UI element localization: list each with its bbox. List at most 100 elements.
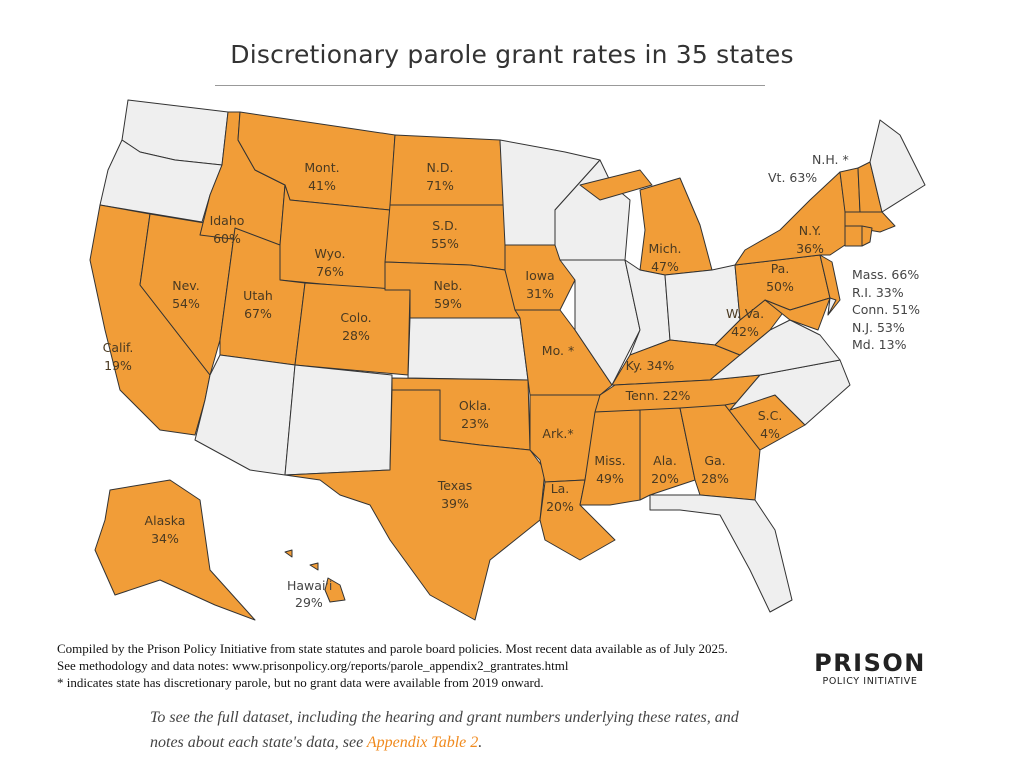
state-label-ms: Miss. 49% bbox=[594, 453, 625, 486]
grant-rate: 20% bbox=[546, 499, 574, 514]
prison-policy-logo: PRISON POLICY INITIATIVE bbox=[814, 650, 926, 687]
grant-rate: 36% bbox=[796, 241, 824, 256]
state-label-tx: Texas 39% bbox=[437, 478, 473, 511]
state-label-ok: Okla. 23% bbox=[459, 398, 491, 431]
note-methodology: See methodology and data notes: www.pris… bbox=[57, 658, 569, 673]
grant-rate: 71% bbox=[426, 178, 454, 193]
state-miu bbox=[579, 169, 653, 201]
grant-rate: 41% bbox=[308, 178, 336, 193]
state-name: Alaska bbox=[145, 513, 186, 528]
cta-line2: notes about each state's data, see bbox=[150, 734, 367, 751]
label-hawaii-rate: 29% bbox=[295, 595, 323, 610]
state-name: W. Va. bbox=[726, 306, 764, 321]
state-ri bbox=[861, 225, 873, 247]
state-label-co: Colo. 28% bbox=[340, 310, 371, 343]
appendix-table-link[interactable]: Appendix Table 2 bbox=[366, 734, 479, 751]
dataset-callout: To see the full dataset, including the h… bbox=[150, 705, 739, 755]
grant-rate: 20% bbox=[651, 471, 679, 486]
grant-rate: 59% bbox=[434, 296, 462, 311]
state-label-wv: W. Va. 42% bbox=[726, 306, 764, 339]
state-label-mt: Mont. 41% bbox=[304, 160, 339, 193]
state-name: Idaho bbox=[210, 213, 245, 228]
grant-rate: 23% bbox=[461, 416, 489, 431]
state-hi bbox=[309, 562, 319, 571]
state-label-nv: Nev. 54% bbox=[172, 278, 200, 311]
state-name: Nev. bbox=[172, 278, 199, 293]
label-ri: R.I. 33% bbox=[852, 284, 904, 300]
state-label-ar: Ark.* bbox=[542, 426, 573, 441]
state-label-ca: Calif. 19% bbox=[103, 340, 134, 373]
state-ny bbox=[734, 171, 846, 266]
label-nh: N.H. * bbox=[812, 152, 849, 167]
state-ks bbox=[407, 317, 529, 381]
state-name: Texas bbox=[437, 478, 473, 493]
state-label-pa: Pa. 50% bbox=[766, 261, 794, 294]
state-label-ne: Neb. 59% bbox=[434, 278, 463, 311]
state-ak bbox=[94, 479, 256, 621]
state-label-wy: Wyo. 76% bbox=[315, 246, 346, 279]
state-tx bbox=[284, 389, 546, 621]
grant-rate: 76% bbox=[316, 264, 344, 279]
state-de bbox=[827, 297, 837, 316]
state-name: Mich. bbox=[648, 241, 681, 256]
state-label-la: La. 20% bbox=[546, 481, 574, 514]
state-ct bbox=[844, 225, 863, 247]
cta-end: . bbox=[478, 734, 483, 751]
source-notes: Compiled by the Prison Policy Initiative… bbox=[57, 640, 728, 691]
state-al bbox=[639, 407, 696, 501]
state-label-nd: N.D. 71% bbox=[426, 160, 454, 193]
grant-rate: 67% bbox=[244, 306, 272, 321]
state-label-ny: N.Y. 36% bbox=[796, 223, 824, 256]
label-md: Md. 13% bbox=[852, 337, 907, 352]
state-name: Colo. bbox=[340, 310, 371, 325]
grant-rate: 60% bbox=[213, 231, 241, 246]
state-name: Neb. bbox=[434, 278, 463, 293]
state-label-ak: Alaska 34% bbox=[145, 513, 186, 546]
state-hi bbox=[324, 577, 346, 603]
state-name: Miss. bbox=[594, 453, 625, 468]
label-vt: Vt. 63% bbox=[768, 170, 818, 185]
note-asterisk: * indicates state has discretionary paro… bbox=[57, 675, 544, 690]
grant-rate: 47% bbox=[651, 259, 679, 274]
state-label-sd: S.D. 55% bbox=[431, 218, 459, 251]
state-me bbox=[869, 119, 926, 213]
state-fl bbox=[649, 494, 793, 613]
state-label-ia: Iowa 31% bbox=[525, 268, 554, 301]
state-name: Okla. bbox=[459, 398, 491, 413]
state-label-mi: Mich. 47% bbox=[648, 241, 681, 274]
state-label-id: Idaho 60% bbox=[210, 213, 245, 246]
label-mass: Mass. 66% bbox=[852, 267, 920, 282]
grant-rate: 28% bbox=[701, 471, 729, 486]
state-name: N.D. bbox=[427, 160, 454, 175]
state-name: Wyo. bbox=[315, 246, 346, 261]
state-name: Pa. bbox=[771, 261, 790, 276]
grant-rate: 28% bbox=[342, 328, 370, 343]
grant-rate: 55% bbox=[431, 236, 459, 251]
grant-rate: 34% bbox=[151, 531, 179, 546]
state-label-ga: Ga. 28% bbox=[701, 453, 729, 486]
state-name: S.D. bbox=[432, 218, 458, 233]
grant-rate: 54% bbox=[172, 296, 200, 311]
state-name: Mont. bbox=[304, 160, 339, 175]
state-name: Ark.* bbox=[542, 426, 573, 441]
state-nm bbox=[284, 364, 393, 476]
label-nj: N.J. 53% bbox=[852, 319, 905, 335]
state-name: Ky. 34% bbox=[626, 358, 675, 373]
grant-rate: 31% bbox=[526, 286, 554, 301]
state-name: N.Y. bbox=[799, 223, 821, 238]
state-label-tn: Tenn. 22% bbox=[625, 388, 691, 403]
state-name: Mo. * bbox=[542, 343, 574, 358]
state-label-ky: Ky. 34% bbox=[626, 358, 675, 373]
label-hawaii-name: Hawai'i bbox=[287, 578, 333, 593]
label-conn: Conn. 51% bbox=[852, 302, 920, 317]
state-md bbox=[764, 297, 831, 331]
grant-rate: 50% bbox=[766, 279, 794, 294]
state-name: Calif. bbox=[103, 340, 134, 355]
grant-rate: 49% bbox=[596, 471, 624, 486]
state-name: Utah bbox=[243, 288, 273, 303]
grant-rate: 42% bbox=[731, 324, 759, 339]
state-label-ut: Utah 67% bbox=[243, 288, 273, 321]
grant-rate: 19% bbox=[104, 358, 132, 373]
grant-rate: 4% bbox=[760, 426, 780, 441]
grant-rate: 39% bbox=[441, 496, 469, 511]
